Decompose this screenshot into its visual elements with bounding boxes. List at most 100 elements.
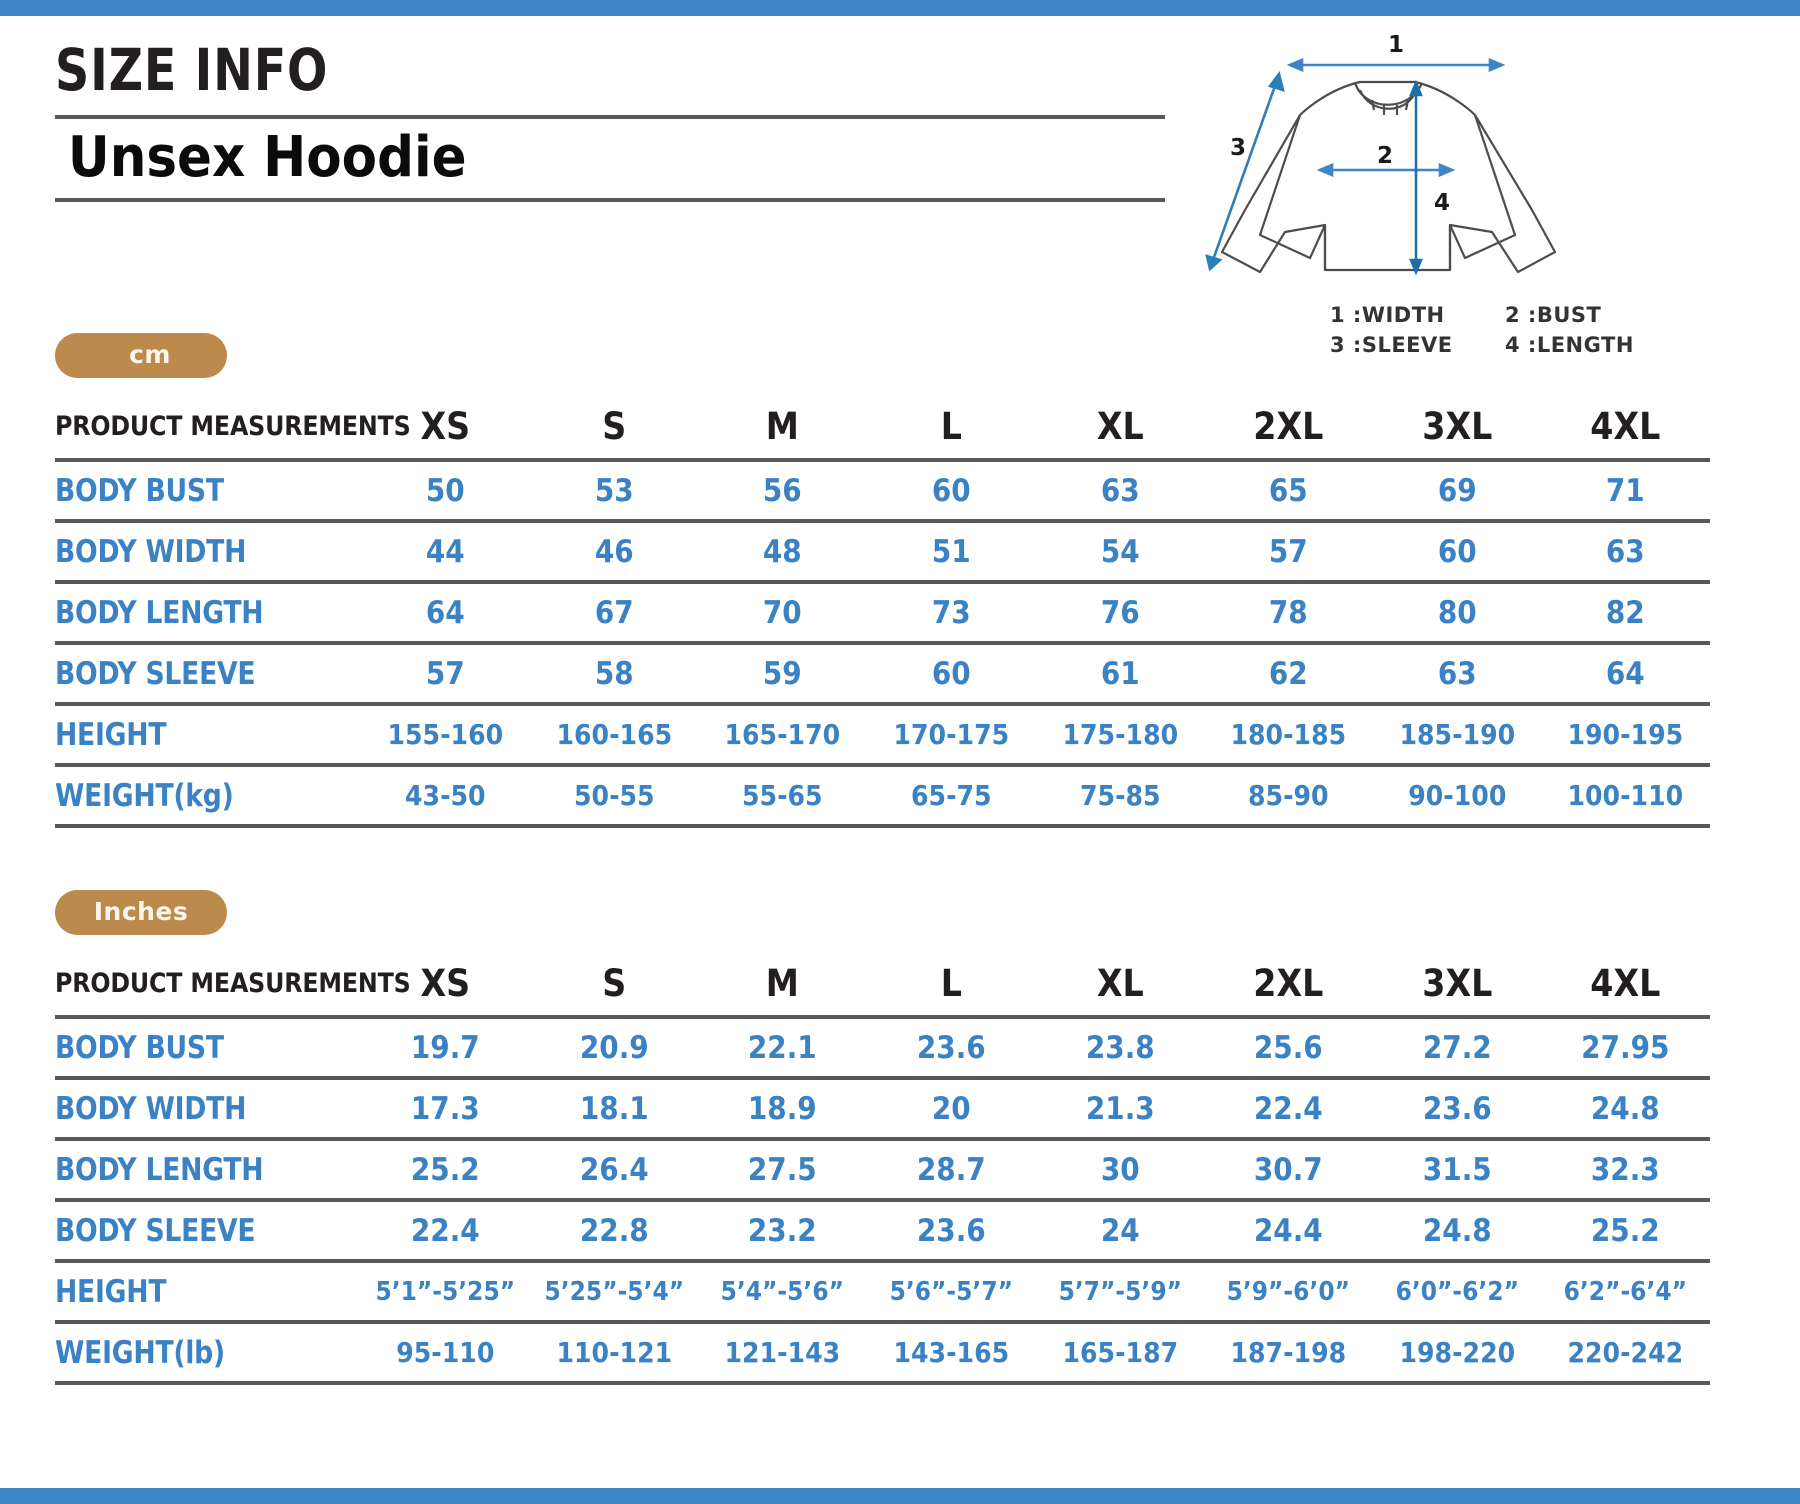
row-label-body-bust: BODY BUST bbox=[55, 1015, 319, 1078]
cell: 24.4 bbox=[1212, 1198, 1365, 1261]
cell: 44 bbox=[369, 519, 522, 582]
cell: 220-242 bbox=[1549, 1320, 1702, 1385]
cell: 185-190 bbox=[1381, 702, 1533, 765]
title-divider-top bbox=[55, 114, 1165, 119]
column-header-xs: XS bbox=[420, 404, 471, 448]
cell: 5’25”-5’4” bbox=[538, 1259, 690, 1322]
cell: 22.8 bbox=[538, 1198, 690, 1261]
table-row: BODY WIDTH 44 46 48 51 54 57 60 63 bbox=[55, 519, 1710, 582]
cell: 22.4 bbox=[369, 1198, 522, 1261]
cell: 57 bbox=[1212, 519, 1365, 582]
cell: 198-220 bbox=[1381, 1320, 1533, 1385]
cell: 95-110 bbox=[369, 1320, 522, 1385]
cell: 5’4”-5’6” bbox=[706, 1259, 859, 1322]
cell: 75-85 bbox=[1043, 763, 1196, 828]
cell: 180-185 bbox=[1212, 702, 1365, 765]
cell: 59 bbox=[706, 641, 859, 704]
diagram-marker-4: 4 bbox=[1434, 190, 1450, 216]
cell: 30 bbox=[1043, 1137, 1196, 1200]
column-header-xs: XS bbox=[420, 961, 471, 1005]
cell: 63 bbox=[1549, 519, 1702, 582]
cell: 64 bbox=[369, 580, 522, 643]
cell: 65-75 bbox=[875, 763, 1028, 828]
cell: 17.3 bbox=[369, 1076, 522, 1139]
table-row: BODY SLEEVE 57 58 59 60 61 62 63 64 bbox=[55, 641, 1710, 704]
column-header-4xl: 4XL bbox=[1590, 961, 1661, 1005]
cell: 32.3 bbox=[1549, 1137, 1702, 1200]
cell: 51 bbox=[875, 519, 1028, 582]
column-header-xl: XL bbox=[1096, 404, 1144, 448]
cell: 121-143 bbox=[706, 1320, 859, 1385]
inches-section: Inches PRODUCT MEASUREMENTS XS S M L XL … bbox=[55, 890, 1745, 1385]
row-label-weight: WEIGHT(lb) bbox=[55, 1320, 319, 1385]
cell: 25.2 bbox=[369, 1137, 522, 1200]
cell: 43-50 bbox=[369, 763, 522, 828]
legend-item-length: 4 :LENGTH bbox=[1505, 333, 1634, 358]
cell: 23.2 bbox=[706, 1198, 859, 1261]
cell: 70 bbox=[706, 580, 859, 643]
unit-badge-cm: cm bbox=[55, 333, 227, 378]
column-header-3xl: 3XL bbox=[1422, 961, 1493, 1005]
cell: 54 bbox=[1043, 519, 1196, 582]
cell: 56 bbox=[706, 458, 859, 521]
cell: 5’1”-5’25” bbox=[369, 1259, 522, 1322]
column-header-2xl: 2XL bbox=[1253, 961, 1324, 1005]
cell: 20.9 bbox=[538, 1015, 690, 1078]
cell: 58 bbox=[538, 641, 690, 704]
bottom-accent-bar bbox=[0, 1488, 1800, 1504]
page-title: SIZE INFO bbox=[55, 36, 329, 104]
cell: 46 bbox=[538, 519, 690, 582]
cell: 24 bbox=[1043, 1198, 1196, 1261]
cell: 23.6 bbox=[875, 1198, 1028, 1261]
table-row: WEIGHT(lb) 95-110 110-121 121-143 143-16… bbox=[55, 1320, 1710, 1385]
cell: 62 bbox=[1212, 641, 1365, 704]
cell: 21.3 bbox=[1043, 1076, 1196, 1139]
cell: 57 bbox=[369, 641, 522, 704]
table-header-row: PRODUCT MEASUREMENTS XS S M L XL 2XL 3XL… bbox=[55, 957, 1710, 1017]
column-header-m: M bbox=[766, 404, 800, 448]
cell: 53 bbox=[538, 458, 690, 521]
cell: 27.5 bbox=[706, 1137, 859, 1200]
cell: 64 bbox=[1549, 641, 1702, 704]
row-label-body-length: BODY LENGTH bbox=[55, 1137, 319, 1200]
cell: 25.2 bbox=[1549, 1198, 1702, 1261]
cell: 48 bbox=[706, 519, 859, 582]
table-row: HEIGHT 5’1”-5’25” 5’25”-5’4” 5’4”-5’6” 5… bbox=[55, 1259, 1710, 1322]
cell: 73 bbox=[875, 580, 1028, 643]
cell: 61 bbox=[1043, 641, 1196, 704]
cell: 6’0”-6’2” bbox=[1381, 1259, 1533, 1322]
column-header-3xl: 3XL bbox=[1422, 404, 1493, 448]
diagram-marker-2: 2 bbox=[1377, 143, 1393, 169]
cell: 23.6 bbox=[875, 1015, 1028, 1078]
column-header-s: S bbox=[602, 404, 627, 448]
cell: 27.2 bbox=[1381, 1015, 1533, 1078]
cell: 28.7 bbox=[875, 1137, 1028, 1200]
cell: 76 bbox=[1043, 580, 1196, 643]
cell: 80 bbox=[1381, 580, 1533, 643]
table-row: BODY SLEEVE 22.4 22.8 23.2 23.6 24 24.4 … bbox=[55, 1198, 1710, 1261]
row-label-height: HEIGHT bbox=[55, 702, 319, 765]
table-row: BODY BUST 50 53 56 60 63 65 69 71 bbox=[55, 458, 1710, 521]
cell: 20 bbox=[875, 1076, 1028, 1139]
cell: 23.8 bbox=[1043, 1015, 1196, 1078]
legend-row: 1 :WIDTH 2 :BUST bbox=[1330, 300, 1750, 330]
table-row: BODY BUST 19.7 20.9 22.1 23.6 23.8 25.6 … bbox=[55, 1015, 1710, 1078]
cell: 5’6”-5’7” bbox=[875, 1259, 1028, 1322]
legend-item-sleeve: 3 :SLEEVE bbox=[1330, 333, 1453, 358]
cell: 25.6 bbox=[1212, 1015, 1365, 1078]
cell: 63 bbox=[1381, 641, 1533, 704]
diagram-marker-3: 3 bbox=[1230, 135, 1246, 161]
table-row: BODY LENGTH 64 67 70 73 76 78 80 82 bbox=[55, 580, 1710, 643]
cell: 190-195 bbox=[1549, 702, 1702, 765]
legend-row: 3 :SLEEVE 4 :LENGTH bbox=[1330, 330, 1750, 360]
row-label-body-width: BODY WIDTH bbox=[55, 1076, 319, 1139]
column-header-4xl: 4XL bbox=[1590, 404, 1661, 448]
column-header-measurements: PRODUCT MEASUREMENTS bbox=[55, 967, 411, 999]
cell: 31.5 bbox=[1381, 1137, 1533, 1200]
legend-item-width: 1 :WIDTH bbox=[1330, 303, 1445, 327]
column-header-l: L bbox=[940, 961, 962, 1005]
cell: 55-65 bbox=[706, 763, 859, 828]
cell: 71 bbox=[1549, 458, 1702, 521]
column-header-m: M bbox=[766, 961, 800, 1005]
